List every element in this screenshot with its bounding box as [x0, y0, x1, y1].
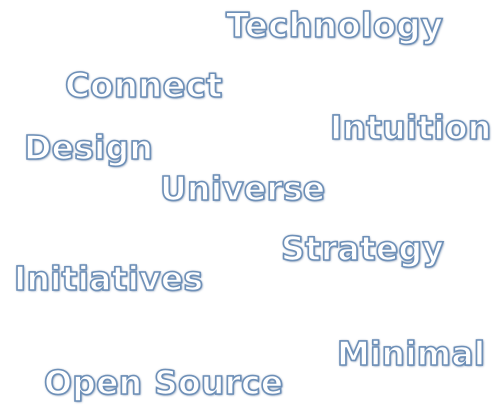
word-connect: Connect: [64, 66, 223, 106]
word-universe: Universe: [159, 169, 326, 208]
word-intuition: Intuition: [329, 108, 492, 147]
word-open-source: Open Source: [43, 363, 284, 402]
word-strategy: Strategy: [280, 229, 444, 268]
word-design: Design: [23, 128, 154, 167]
word-technology: Technology: [225, 6, 444, 46]
word-minimal: Minimal: [336, 334, 486, 373]
word-initiatives: Initiatives: [13, 259, 204, 298]
